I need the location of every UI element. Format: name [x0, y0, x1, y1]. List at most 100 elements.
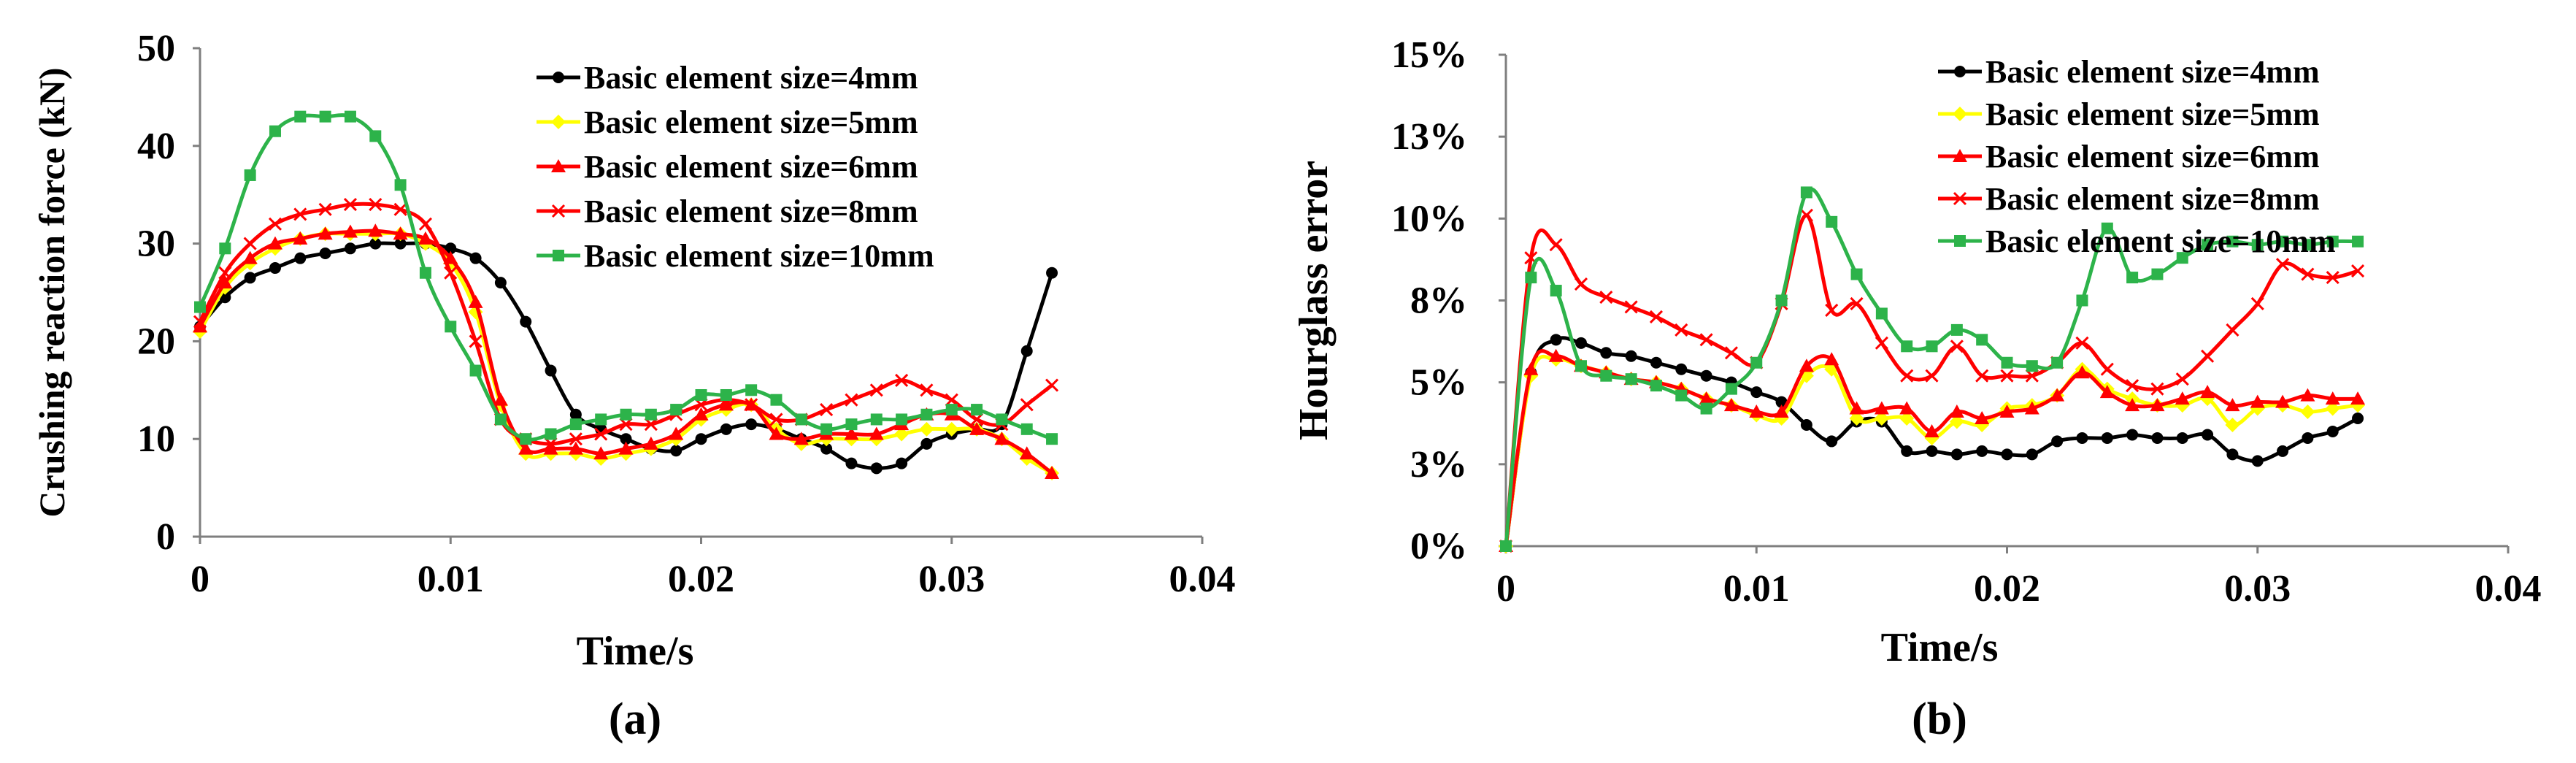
series-basic-element-size-8mm [193, 198, 1059, 450]
legend-item: Basic element size=8mm [537, 193, 918, 229]
data-point [469, 364, 482, 377]
y-tick-label: 0% [1410, 526, 1467, 567]
y-tick-label: 5% [1410, 362, 1467, 404]
data-point [1874, 411, 1889, 426]
data-point [269, 262, 281, 275]
legend-marker [551, 159, 566, 172]
data-point [1019, 446, 1034, 460]
data-point [2151, 268, 2164, 280]
data-point [2202, 429, 2214, 441]
x-axis-title: Time/s [1881, 625, 1999, 670]
data-point [970, 413, 984, 426]
data-point [343, 198, 358, 212]
x-tick-label: 0 [1496, 568, 1515, 610]
data-point [670, 445, 683, 457]
data-point [2325, 391, 2340, 405]
legend-label: Basic element size=5mm [584, 104, 918, 140]
data-point [1750, 356, 1763, 369]
data-point [643, 436, 658, 450]
data-point [745, 384, 758, 396]
data-point [2277, 445, 2289, 457]
y-tick-label: 10 [137, 418, 175, 460]
data-point [1850, 268, 1863, 280]
data-point [244, 272, 256, 284]
data-point [1650, 380, 1662, 392]
data-point [318, 226, 333, 240]
y-tick-label: 10% [1391, 198, 1467, 239]
data-point [1775, 294, 1788, 307]
data-point [694, 398, 708, 412]
data-point [520, 315, 532, 328]
data-point [393, 226, 408, 240]
data-point [1975, 369, 1989, 383]
data-point [1875, 336, 1888, 350]
legend-marker [553, 72, 564, 83]
legend-item: Basic element size=4mm [537, 60, 918, 96]
data-point [1799, 368, 1814, 383]
legend-label: Basic element size=8mm [1985, 181, 2320, 217]
data-point [2126, 379, 2139, 393]
data-point [2101, 222, 2113, 234]
data-point [1550, 285, 1562, 297]
data-point [2302, 239, 2314, 251]
data-point [294, 252, 307, 264]
data-point [720, 388, 732, 401]
data-point [1849, 401, 1864, 415]
data-point [193, 319, 207, 333]
data-point [1020, 398, 1034, 412]
data-point [1950, 340, 1964, 353]
data-point [1046, 267, 1058, 279]
data-point [2301, 267, 2315, 281]
data-point [319, 247, 331, 259]
y-tick-label: 13% [1391, 116, 1467, 158]
data-point [1926, 445, 1938, 457]
data-point [1574, 277, 1588, 291]
data-point [1950, 448, 1963, 461]
data-point [2050, 388, 2065, 402]
data-point [745, 398, 758, 412]
x-tick-label: 0.01 [1723, 568, 1790, 610]
panel-label: (b) [1912, 694, 1967, 744]
data-point [2099, 385, 2115, 399]
data-point [2352, 413, 2364, 425]
legend-marker [1953, 107, 1967, 121]
data-point [1800, 418, 1812, 431]
data-point [1045, 378, 1059, 392]
data-point [2350, 391, 2366, 405]
data-point [2302, 432, 2314, 444]
legend-label: Basic element size=4mm [1985, 54, 2320, 90]
data-point [745, 418, 758, 431]
data-point [445, 242, 457, 255]
data-point [1045, 466, 1060, 480]
panel-label: (a) [609, 694, 661, 744]
data-point [194, 301, 206, 313]
data-point [293, 207, 307, 221]
data-point [1849, 411, 1864, 426]
data-point [1723, 398, 1739, 412]
data-point [1700, 402, 1712, 415]
x-tick-label: 0.02 [1974, 568, 2040, 610]
data-point [2076, 294, 2088, 307]
data-point [1724, 346, 1738, 360]
data-point [2101, 432, 2113, 444]
data-point [2176, 252, 2188, 264]
y-tick-label: 40 [137, 126, 175, 167]
data-point [2026, 448, 2038, 461]
legend-item: Basic element size=4mm [1938, 54, 2320, 90]
data-point [394, 237, 407, 250]
data-point [518, 441, 534, 455]
data-point [2201, 349, 2215, 363]
legend-item: Basic element size=6mm [1938, 139, 2320, 175]
legend-marker [1954, 66, 1966, 77]
data-point [268, 217, 282, 231]
data-point [394, 179, 407, 191]
data-point [619, 418, 633, 432]
data-point [1600, 369, 1612, 382]
data-point [693, 407, 709, 421]
data-point [2024, 401, 2039, 415]
x-tick-label: 0.01 [418, 559, 484, 600]
data-point [468, 294, 483, 308]
data-point [920, 437, 933, 450]
data-point [2251, 455, 2264, 467]
data-point [444, 266, 458, 280]
